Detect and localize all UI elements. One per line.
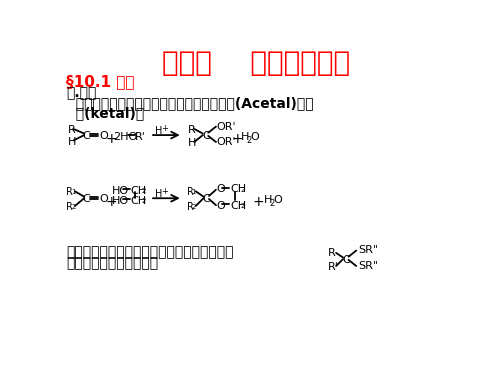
Text: H: H xyxy=(156,126,163,136)
Text: C: C xyxy=(202,131,210,141)
Text: R: R xyxy=(188,125,196,135)
Text: R': R' xyxy=(328,262,339,272)
Text: 2: 2 xyxy=(71,204,76,210)
Text: 醛或酮与醇发生缩合反应生成产物称为缩醛(Acetal)或缩: 醛或酮与醇发生缩合反应生成产物称为缩醛(Acetal)或缩 xyxy=(66,96,314,110)
Text: H: H xyxy=(241,132,249,142)
Text: +: + xyxy=(232,132,243,146)
Text: 第十章    缩羰基类香料: 第十章 缩羰基类香料 xyxy=(162,49,350,77)
Text: HO: HO xyxy=(112,186,129,196)
Text: R: R xyxy=(328,248,336,258)
Text: O: O xyxy=(99,194,108,204)
Text: §10.1 概述: §10.1 概述 xyxy=(66,74,135,89)
Text: 缩醛（酮）更容易生成。: 缩醛（酮）更容易生成。 xyxy=(66,256,158,270)
Text: 酮(ketal)。: 酮(ketal)。 xyxy=(66,106,144,120)
Text: 2HO: 2HO xyxy=(113,132,137,142)
Text: CH: CH xyxy=(130,186,147,196)
Text: CH: CH xyxy=(130,196,147,206)
Text: C: C xyxy=(203,194,210,204)
Text: O: O xyxy=(216,201,226,210)
Text: 1: 1 xyxy=(191,189,196,195)
Text: O: O xyxy=(99,131,108,141)
Text: C: C xyxy=(342,255,350,265)
Text: R': R' xyxy=(136,132,146,142)
Text: C: C xyxy=(82,194,90,204)
Text: 2: 2 xyxy=(270,199,274,208)
Text: 2: 2 xyxy=(241,187,245,193)
Text: 2: 2 xyxy=(191,204,196,210)
Text: C: C xyxy=(82,131,90,141)
Text: R: R xyxy=(186,202,194,212)
Text: O: O xyxy=(274,195,282,205)
Text: 2: 2 xyxy=(246,136,252,145)
Text: OR': OR' xyxy=(216,122,236,132)
Text: +: + xyxy=(161,123,168,132)
Text: +: + xyxy=(252,195,264,209)
Text: SR": SR" xyxy=(358,261,378,272)
Text: R: R xyxy=(186,187,194,196)
Text: 2: 2 xyxy=(142,198,146,204)
Text: 一.定义: 一.定义 xyxy=(66,86,97,100)
Text: CH: CH xyxy=(230,201,246,210)
Text: 2: 2 xyxy=(142,188,146,194)
Text: H: H xyxy=(156,189,163,199)
Text: H: H xyxy=(188,138,196,148)
Text: CH: CH xyxy=(230,184,246,194)
Text: H: H xyxy=(264,195,272,205)
Text: SR": SR" xyxy=(358,245,378,255)
Text: R: R xyxy=(66,202,73,212)
Text: 缩醛比缩酮容易生成，缩硫醛（酮）比相应的: 缩醛比缩酮容易生成，缩硫醛（酮）比相应的 xyxy=(66,245,234,259)
Text: H: H xyxy=(68,137,76,147)
Text: O: O xyxy=(250,132,259,142)
Text: O: O xyxy=(216,184,226,194)
Text: 2: 2 xyxy=(241,203,245,209)
Text: HO: HO xyxy=(112,196,129,206)
Text: +: + xyxy=(161,187,168,196)
Text: R: R xyxy=(66,187,73,196)
Text: +: + xyxy=(105,195,117,209)
Text: R: R xyxy=(68,125,76,135)
Text: +: + xyxy=(105,132,117,146)
Text: 1: 1 xyxy=(71,189,76,195)
Text: OR': OR' xyxy=(216,137,236,147)
